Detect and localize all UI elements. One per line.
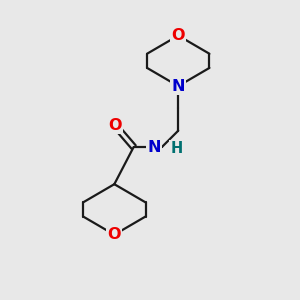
Text: N: N xyxy=(147,140,161,154)
Text: O: O xyxy=(108,227,121,242)
Text: O: O xyxy=(109,118,122,133)
Text: O: O xyxy=(172,28,185,43)
Text: H: H xyxy=(170,141,182,156)
Text: N: N xyxy=(172,79,185,94)
